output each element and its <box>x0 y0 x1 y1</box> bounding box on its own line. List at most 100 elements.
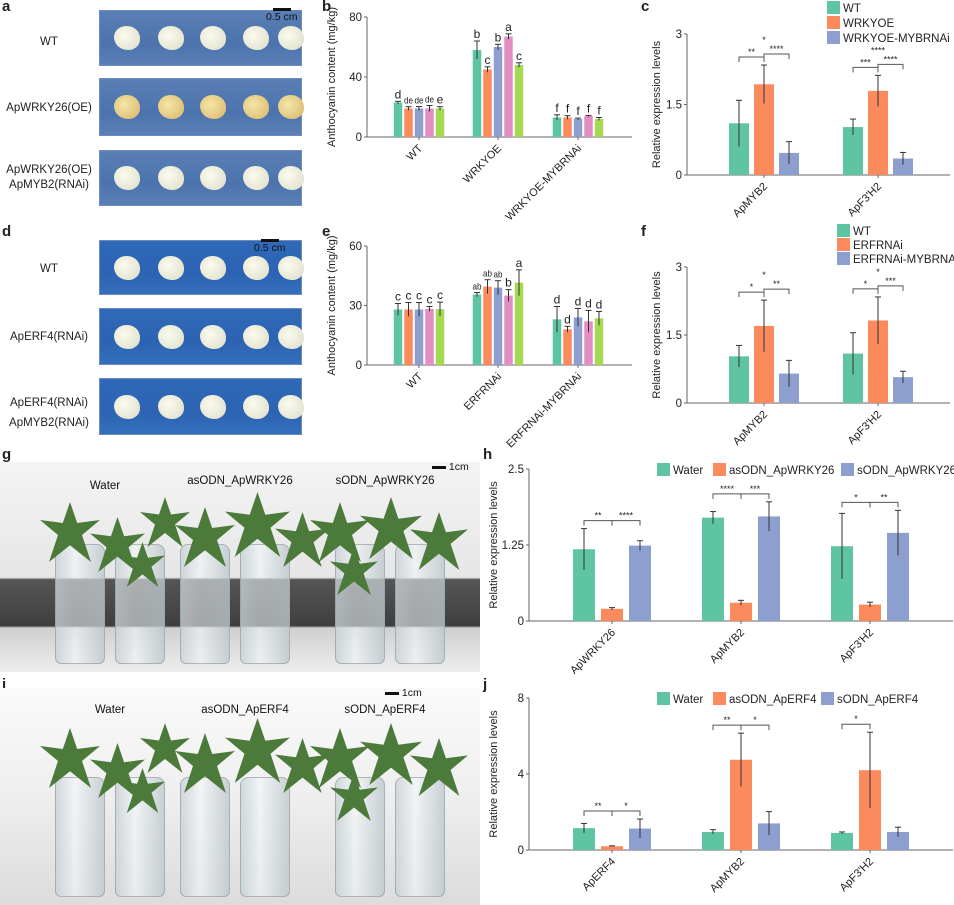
water-jar <box>395 544 445 664</box>
significance-letter: f <box>597 104 601 118</box>
bar <box>601 846 623 850</box>
significance-label: **** <box>720 484 735 494</box>
significance-label: * <box>854 714 858 724</box>
x-tick-label: WRKYOE <box>461 143 504 186</box>
row-label: ApWRKY26(OE) ApMYB2(RNAi) <box>6 164 92 191</box>
callus-sample <box>114 95 140 119</box>
significance-letter: c <box>427 292 433 306</box>
callus-sample <box>200 26 226 50</box>
legend-label: ERFRNAi <box>853 240 903 252</box>
x-tick-label: ApF3'H2 <box>846 181 885 220</box>
significance-letter: d <box>585 296 592 310</box>
panel-letter-i: i <box>2 676 7 693</box>
significance-label: * <box>753 715 757 725</box>
significance-letter: ab <box>473 282 482 293</box>
significance-label: * <box>624 801 628 811</box>
y-tick-label: 3 <box>676 29 682 41</box>
significance-label: *** <box>860 57 871 67</box>
callus-sample <box>114 394 140 419</box>
bar <box>514 282 524 365</box>
callus-sample <box>200 255 226 280</box>
significance-bracket <box>583 810 613 817</box>
bar <box>435 108 445 137</box>
significance-letter: c <box>516 49 522 63</box>
x-tick-label: ApERF4 <box>580 856 618 894</box>
significance-bracket <box>712 493 742 499</box>
bar <box>868 320 888 403</box>
callus-photo-oe <box>99 78 304 136</box>
significance-label: ** <box>880 492 888 502</box>
x-tick-label: ApF3'H2 <box>838 627 877 666</box>
bar <box>563 117 572 137</box>
y-axis-label: Anthocyanin content (mg/kg) <box>326 7 338 147</box>
legend-swatch <box>837 238 850 251</box>
bar <box>758 516 780 621</box>
significance-bracket <box>852 288 879 294</box>
significance-bracket <box>763 288 790 295</box>
significance-letter: a <box>516 256 523 270</box>
legend-swatch <box>841 463 854 476</box>
callus-sample <box>158 255 184 280</box>
bar <box>584 321 593 365</box>
significance-label: ** <box>723 715 731 725</box>
bar <box>594 119 604 137</box>
callus-sample <box>200 324 226 349</box>
photo-label: asODN_ApERF4 <box>201 704 289 716</box>
bar <box>573 119 583 137</box>
significance-label: * <box>762 270 766 280</box>
callus-sample <box>278 166 304 190</box>
callus-sample <box>114 166 140 190</box>
bar <box>629 545 651 621</box>
photo-label: Water <box>89 480 121 492</box>
y-tick-label: 0 <box>356 132 362 144</box>
callus-sample <box>243 26 269 50</box>
panel-letter-g: g <box>2 446 12 463</box>
bar <box>779 373 799 403</box>
y-tick-label: 8 <box>518 693 524 705</box>
callus-sample <box>243 394 269 419</box>
bar <box>472 50 482 137</box>
callus-sample <box>243 166 269 190</box>
bar <box>563 329 572 365</box>
significance-letter: d <box>575 294 582 308</box>
significance-letter: ab <box>494 270 503 281</box>
significance-letter: b <box>495 30 502 44</box>
legend-label: WRKYOE-MYBRNAi <box>843 33 950 45</box>
x-tick-label: ApF3'H2 <box>846 409 885 448</box>
significance-label: *** <box>750 484 761 494</box>
scale-bar: 0.5 cm <box>266 8 298 23</box>
y-tick-label: 0 <box>518 845 524 857</box>
callus-sample <box>114 255 140 280</box>
bar <box>493 287 503 365</box>
bar <box>573 549 595 621</box>
water-jar <box>395 777 445 897</box>
legend-swatch <box>827 1 840 14</box>
water-jar <box>55 777 105 897</box>
legend-swatch <box>713 463 726 476</box>
photo-label: sODN_ApERF4 <box>344 704 426 716</box>
bar <box>629 828 651 850</box>
significance-letter: d <box>596 297 603 311</box>
significance-letter: de <box>425 95 434 106</box>
significance-letter: d <box>554 292 561 306</box>
significance-label: **** <box>871 45 886 55</box>
bar <box>404 309 413 365</box>
y-axis-label: Relative expression levels <box>651 40 663 168</box>
significance-label: * <box>854 492 858 502</box>
bar <box>573 828 595 850</box>
significance-bracket <box>740 493 770 499</box>
significance-bracket <box>852 66 879 73</box>
x-tick-label: WT <box>405 370 426 391</box>
y-tick-label: 0 <box>518 616 524 628</box>
callus-sample <box>114 324 140 349</box>
legend-swatch <box>837 252 850 265</box>
legend-swatch <box>827 16 840 29</box>
bar <box>729 356 749 403</box>
callus-photo-wt <box>99 240 304 295</box>
y-tick-label: 0 <box>356 360 362 372</box>
x-tick-label: ApMYB2 <box>708 856 747 895</box>
legend-swatch <box>827 31 840 44</box>
